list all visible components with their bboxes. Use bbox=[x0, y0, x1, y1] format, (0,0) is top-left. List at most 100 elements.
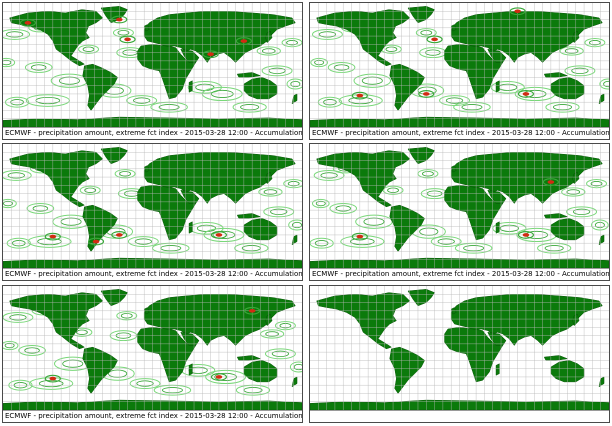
hotspot-s-indian bbox=[522, 233, 530, 237]
precip-contour-inner bbox=[286, 39, 298, 46]
hotspot-north-eurasia bbox=[514, 9, 521, 14]
precip-contour-inner bbox=[437, 238, 455, 245]
landmass-madagascar bbox=[188, 80, 193, 93]
panel-caption-1: ECMWF - precipitation amount, extreme fc… bbox=[3, 127, 302, 139]
hotspot-ring bbox=[111, 231, 128, 239]
world-map-3 bbox=[3, 144, 302, 268]
extreme-hotspots bbox=[19, 15, 252, 59]
precip-contour-inner bbox=[603, 80, 609, 88]
hotspot-s-pacific bbox=[49, 376, 57, 381]
graticule bbox=[3, 144, 302, 268]
panel-caption-5: ECMWF - precipitation amount, extreme fc… bbox=[3, 410, 302, 422]
precip-contour bbox=[116, 311, 138, 321]
landmass-africa bbox=[444, 44, 504, 100]
precip-contour-inner bbox=[463, 245, 485, 252]
precip-contour bbox=[127, 236, 159, 248]
precip-contour-inner bbox=[422, 171, 434, 177]
precip-contour-inner bbox=[30, 64, 47, 71]
precip-contour-inner bbox=[333, 64, 350, 71]
precip-contour-inner bbox=[320, 172, 338, 179]
landmass-new-zealand bbox=[598, 93, 605, 105]
precip-contour bbox=[310, 57, 328, 68]
landmass-north-america bbox=[9, 150, 104, 208]
graticule bbox=[310, 144, 609, 268]
hotspot-c-atlantic bbox=[124, 37, 131, 42]
hotspot-n-pacific bbox=[24, 21, 32, 25]
hotspot-ring bbox=[244, 306, 261, 315]
hotspot-argentina bbox=[92, 239, 100, 244]
landmass-greenland bbox=[100, 147, 128, 165]
precip-contour bbox=[281, 38, 302, 48]
extreme-hotspots bbox=[44, 306, 261, 383]
extreme-hotspots bbox=[351, 178, 559, 241]
precip-contour-inner bbox=[82, 46, 95, 52]
hotspot-s-atlantic bbox=[115, 233, 123, 237]
precip-contour-inner bbox=[318, 31, 337, 38]
map-panel-6 bbox=[309, 285, 610, 423]
extreme-hotspots bbox=[44, 231, 228, 246]
precip-contour-inner bbox=[84, 187, 97, 193]
precip-contour-inner bbox=[5, 31, 24, 38]
precip-contour bbox=[3, 340, 19, 351]
precip-contour-inner bbox=[552, 104, 573, 111]
world-map-5 bbox=[3, 286, 302, 410]
hotspot-s-indian bbox=[522, 92, 530, 96]
precip-contour-inner bbox=[271, 350, 290, 357]
hotspot-ring bbox=[517, 231, 535, 239]
world-map-1 bbox=[3, 3, 302, 127]
hotspot-s-pacific bbox=[356, 234, 364, 239]
hotspot-ring bbox=[119, 35, 136, 44]
panel-caption-6 bbox=[310, 410, 609, 422]
precip-contour bbox=[129, 378, 161, 390]
hotspot-ring bbox=[542, 178, 559, 186]
landmass-madagascar bbox=[188, 221, 193, 234]
hotspot-china bbox=[240, 39, 248, 43]
landmass-new-zealand bbox=[598, 234, 605, 246]
precip-contour bbox=[591, 219, 609, 231]
landmass-madagascar bbox=[495, 80, 500, 93]
precip-contour-inner bbox=[7, 172, 25, 179]
hotspot-ring bbox=[351, 232, 368, 241]
graticule bbox=[310, 3, 609, 127]
precip-contour bbox=[289, 361, 302, 373]
panel-caption-3: ECMWF - precipitation amount, extreme fc… bbox=[3, 268, 302, 280]
precip-contour bbox=[584, 38, 606, 48]
precip-contour bbox=[3, 57, 16, 68]
precip-contour-inner bbox=[35, 96, 61, 105]
landmass-greenland bbox=[407, 6, 435, 24]
precip-contour bbox=[559, 46, 584, 56]
precip-contour-inner bbox=[571, 67, 589, 74]
graticule bbox=[3, 286, 302, 410]
precip-contour bbox=[311, 198, 330, 209]
landmass-new-zealand bbox=[598, 376, 605, 388]
precip-contour bbox=[24, 62, 53, 73]
precip-contour bbox=[126, 95, 158, 107]
landmass-africa bbox=[444, 185, 504, 241]
hotspot-ring bbox=[19, 18, 36, 27]
hotspot-ring bbox=[44, 232, 61, 241]
map-panel-3: ECMWF - precipitation amount, extreme fc… bbox=[2, 143, 303, 281]
landmass-greenland bbox=[100, 6, 128, 24]
precip-contour bbox=[566, 206, 598, 218]
precip-contour-inner bbox=[265, 331, 279, 337]
precip-contour-inner bbox=[572, 208, 591, 215]
precip-contour bbox=[286, 78, 302, 90]
landmass-madagascar bbox=[495, 221, 500, 234]
landmass-indonesia bbox=[236, 213, 262, 219]
precip-contour-inner bbox=[314, 59, 325, 66]
landmass-africa bbox=[137, 327, 197, 383]
precip-contour bbox=[3, 311, 34, 323]
precip-contour bbox=[3, 198, 17, 209]
precip-contour-inner bbox=[9, 314, 27, 321]
precip-contour bbox=[490, 81, 525, 94]
precip-contour-inner bbox=[293, 363, 302, 371]
precip-contour-inner bbox=[590, 180, 603, 187]
hotspot-s-indian bbox=[215, 375, 223, 379]
landmass-north-america bbox=[316, 292, 411, 350]
landmass-north-america bbox=[9, 292, 104, 350]
precip-contour bbox=[311, 28, 343, 40]
precip-contour bbox=[313, 169, 345, 181]
landmass-indonesia bbox=[543, 213, 569, 219]
hotspot-s-pacific bbox=[49, 234, 57, 239]
graticule bbox=[3, 3, 302, 127]
